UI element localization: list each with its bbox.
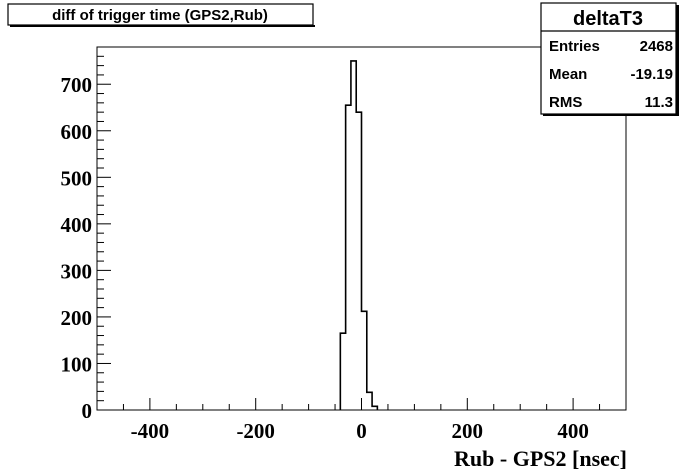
stats-value-entries: 2468 <box>640 38 673 55</box>
y-tick-label: 500 <box>61 166 93 190</box>
y-tick-label: 600 <box>61 120 93 144</box>
stats-label-rms: RMS <box>549 94 582 111</box>
histogram-bin <box>372 406 377 410</box>
x-tick-labels: -400 -200 0 200 400 <box>131 419 589 443</box>
x-tick-label: 200 <box>452 419 484 443</box>
y-tick-label: 0 <box>82 399 93 423</box>
histogram-bin <box>356 112 361 410</box>
x-tick-label: 400 <box>557 419 589 443</box>
stats-value-rms: 11.3 <box>645 94 673 111</box>
histogram-bin <box>367 392 372 410</box>
x-tick-label: 0 <box>356 419 367 443</box>
y-tick-label: 100 <box>61 352 93 376</box>
stats-value-mean: -19.19 <box>630 66 673 83</box>
stats-label-entries: Entries <box>549 38 600 55</box>
histogram-outline <box>339 60 379 410</box>
y-tick-label: 300 <box>61 259 93 283</box>
stats-box: deltaT3 Entries 2468 Mean -19.19 RMS 11.… <box>540 2 679 116</box>
x-tick-label: -400 <box>131 419 170 443</box>
histogram-bin <box>346 105 351 410</box>
axis-ticks <box>96 46 627 411</box>
histogram-bin <box>362 311 367 410</box>
histogram-bin <box>351 61 356 410</box>
x-axis-label: Rub - GPS2 [nsec] <box>454 446 627 471</box>
stats-name: deltaT3 <box>573 8 643 30</box>
y-tick-labels: 0 100 200 300 400 500 600 700 <box>61 73 93 423</box>
y-tick-label: 200 <box>61 306 93 330</box>
x-tick-label: -200 <box>236 419 275 443</box>
chart-title: diff of trigger time (GPS2,Rub) <box>52 7 268 24</box>
title-box: diff of trigger time (GPS2,Rub) <box>7 3 315 27</box>
y-tick-label: 700 <box>61 73 93 97</box>
histogram-bin <box>340 333 345 410</box>
stats-label-mean: Mean <box>549 66 587 83</box>
y-tick-label: 400 <box>61 213 93 237</box>
